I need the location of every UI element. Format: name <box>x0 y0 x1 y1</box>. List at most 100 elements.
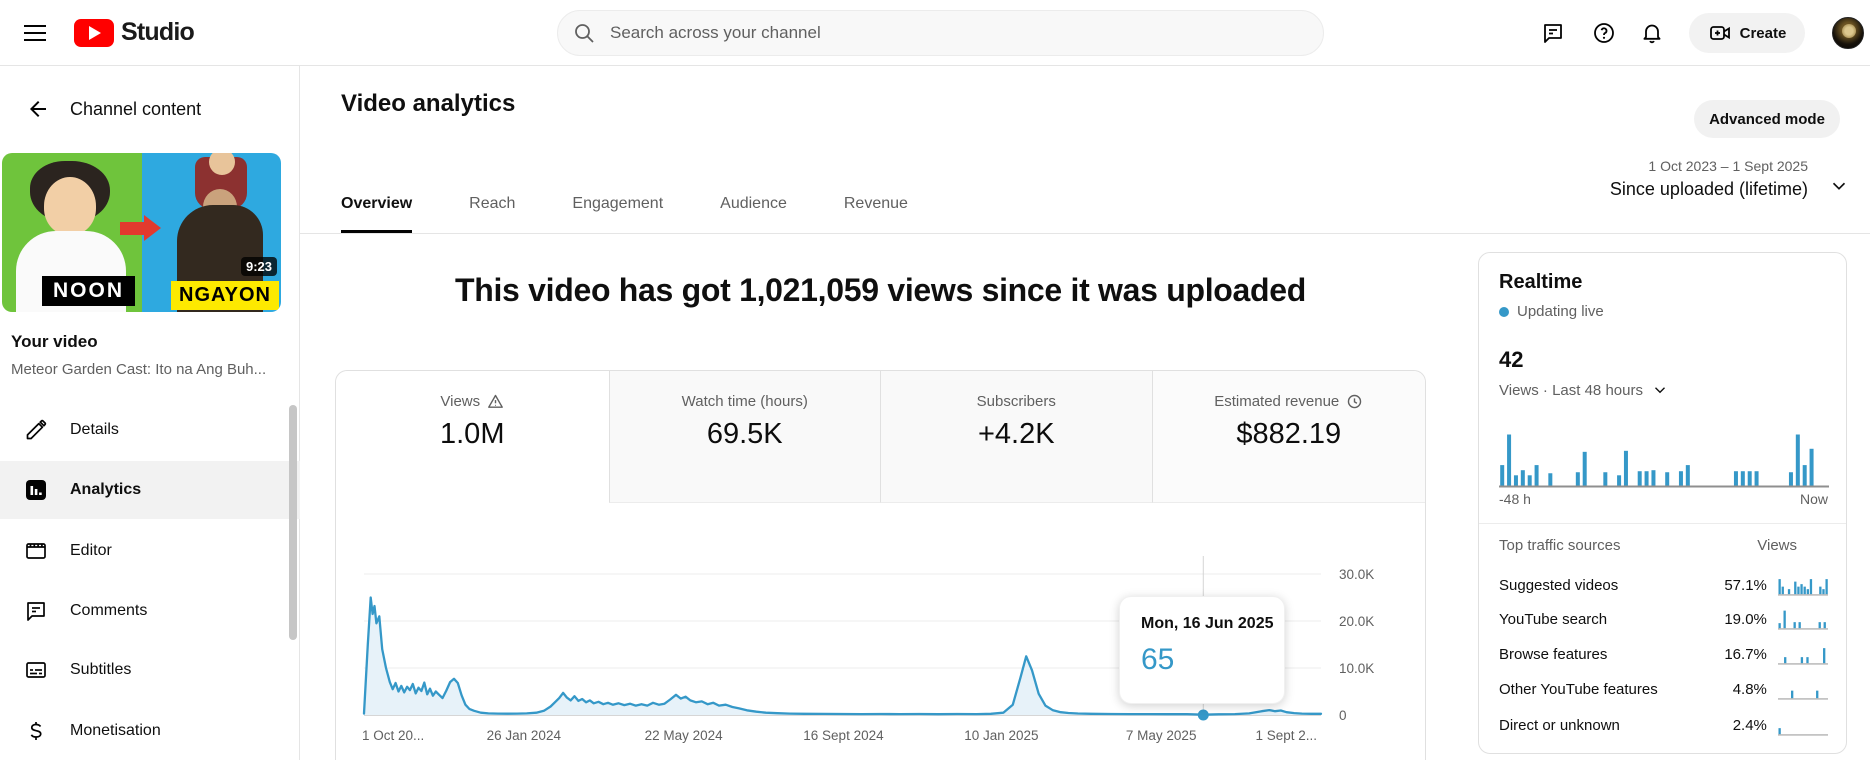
chevron-down-icon[interactable] <box>1828 175 1850 197</box>
traffic-header-views: Views <box>1757 537 1797 554</box>
metric-cards-row: Views 1.0M Watch time (hours) 69.5K Subs… <box>336 371 1425 503</box>
warning-icon <box>488 394 504 408</box>
traffic-sparkline <box>1777 728 1828 736</box>
metric-value: 69.5K <box>706 418 783 450</box>
svg-text:26 Jan 2024: 26 Jan 2024 <box>487 728 562 743</box>
advanced-mode-button[interactable]: Advanced mode <box>1694 100 1840 138</box>
sidebar-item-label: Editor <box>70 542 112 559</box>
tab-reach[interactable]: Reach <box>469 195 516 212</box>
metric-card-estimated-revenue[interactable]: Estimated revenue $882.19 <box>1151 371 1425 503</box>
search-bar[interactable] <box>557 10 1324 56</box>
sidebar-item-monetisation[interactable]: Monetisation <box>0 702 300 760</box>
realtime-card: Realtime Updating live 42 Views · Last 4… <box>1478 252 1847 754</box>
sidebar-item-editor[interactable]: Editor <box>0 522 300 580</box>
analytics-card: Views 1.0M Watch time (hours) 69.5K Subs… <box>335 370 1426 760</box>
traffic-row-suggested-videos: Suggested videos 57.1% <box>1499 571 1828 599</box>
traffic-row-other-features: Other YouTube features 4.8% <box>1499 675 1828 703</box>
create-button-label: Create <box>1739 24 1787 42</box>
back-title: Channel content <box>70 98 202 119</box>
tab-revenue[interactable]: Revenue <box>843 195 908 212</box>
create-button[interactable]: Create <box>1689 13 1805 53</box>
sidebar-item-label: Details <box>70 421 119 438</box>
tab-engagement[interactable]: Engagement <box>572 195 664 212</box>
search-input[interactable] <box>610 23 1250 43</box>
traffic-sources-header: Top traffic sources Views <box>1499 537 1797 554</box>
chevron-down-icon <box>1654 387 1665 394</box>
live-dot-icon <box>1499 306 1509 317</box>
traffic-sparkline <box>1777 579 1828 596</box>
metric-card-views[interactable]: Views 1.0M <box>336 371 609 503</box>
date-mode-text: Since uploaded (lifetime) <box>1609 179 1808 199</box>
studio-logo-text: Studio <box>121 18 195 46</box>
editor-icon <box>26 543 46 559</box>
traffic-row-youtube-search: YouTube search 19.0% <box>1499 605 1828 633</box>
feedback-icon[interactable] <box>1541 21 1565 45</box>
metric-card-watch-time[interactable]: Watch time (hours) 69.5K <box>608 371 880 503</box>
sidebar-item-label: Subtitles <box>70 661 132 678</box>
traffic-sparkline <box>1777 648 1828 665</box>
thumbnail-label-ngayon: NGAYON <box>171 281 279 310</box>
monetisation-icon <box>30 722 42 740</box>
svg-text:0: 0 <box>1339 708 1347 723</box>
updating-live-row: Updating live <box>1499 303 1604 320</box>
realtime-caption[interactable]: Views · Last 48 hours <box>1499 381 1669 399</box>
realtime-divider <box>1479 523 1846 524</box>
axis-right-label: Now <box>1799 491 1828 507</box>
sidebar-item-details[interactable]: Details <box>0 401 300 459</box>
sidebar-item-label: Monetisation <box>70 722 161 739</box>
traffic-row-direct-unknown: Direct or unknown 2.4% <box>1499 711 1828 739</box>
views-line-chart: 30.0K 20.0K 10.0K 0 1 Oct 20... 26 Jan 2024 22… <box>362 556 1374 743</box>
notifications-bell-icon[interactable] <box>1640 21 1664 45</box>
help-icon[interactable] <box>1592 21 1616 45</box>
pencil-icon <box>26 419 47 440</box>
video-duration-badge: 9:23 <box>240 257 277 276</box>
svg-text:1 Oct 20...: 1 Oct 20... <box>362 728 424 743</box>
analytics-icon <box>26 480 46 500</box>
thumbnail-label-noon: NOON <box>42 276 135 306</box>
video-title: Meteor Garden Cast: Ito na Ang Buh... <box>11 361 267 378</box>
sidebar: Channel content NOON NGAYON 9:23 Your vi… <box>0 66 300 760</box>
realtime-title: Realtime <box>1499 271 1583 293</box>
svg-text:7 May 2025: 7 May 2025 <box>1126 728 1197 743</box>
youtube-studio-logo[interactable]: Studio <box>74 18 195 47</box>
subtitles-icon <box>26 662 46 678</box>
comments-icon <box>27 602 45 621</box>
metric-value: +4.2K <box>977 418 1055 450</box>
metric-card-subscribers[interactable]: Subscribers +4.2K <box>880 371 1152 503</box>
svg-text:30.0K: 30.0K <box>1339 567 1374 582</box>
svg-text:20.0K: 20.0K <box>1339 614 1374 629</box>
metric-value: $882.19 <box>1236 418 1342 450</box>
page-title: Video analytics <box>341 90 516 117</box>
channel-avatar[interactable] <box>1832 17 1864 49</box>
date-range-picker[interactable]: 1 Oct 2023 – 1 Sept 2025 Since uploaded … <box>1610 158 1808 200</box>
svg-text:10 Jan 2025: 10 Jan 2025 <box>964 728 1038 743</box>
video-thumbnail: NOON NGAYON 9:23 <box>2 153 281 312</box>
create-video-icon <box>1709 26 1730 40</box>
traffic-sparkline <box>1777 690 1828 700</box>
traffic-sparkline <box>1777 610 1828 630</box>
svg-text:22 May 2024: 22 May 2024 <box>645 728 724 743</box>
tooltip-value: 65 <box>1141 643 1175 676</box>
youtube-play-icon <box>74 18 114 47</box>
back-arrow-icon[interactable] <box>26 97 50 121</box>
hamburger-menu-icon[interactable] <box>22 21 48 45</box>
back-row: Channel content <box>0 94 201 124</box>
date-range-text: 1 Oct 2023 – 1 Sept 2025 <box>1648 158 1808 174</box>
sidebar-item-subtitles[interactable]: Subtitles <box>0 641 300 699</box>
sidebar-item-analytics[interactable]: Analytics <box>0 461 300 519</box>
clock-icon <box>1348 394 1362 409</box>
metric-label: Watch time (hours) <box>681 393 808 410</box>
metric-label: Estimated revenue <box>1214 393 1340 410</box>
metric-label: Views <box>440 393 481 410</box>
sidebar-item-label: Comments <box>70 602 148 619</box>
tab-audience[interactable]: Audience <box>720 195 787 212</box>
views-headline: This video has got 1,021,059 views since… <box>454 272 1307 308</box>
tab-overview[interactable]: Overview <box>341 176 413 233</box>
svg-text:16 Sept 2024: 16 Sept 2024 <box>803 728 884 743</box>
your-video-label: Your video <box>11 332 98 351</box>
sidebar-scrollbar[interactable] <box>289 405 297 640</box>
sidebar-item-comments[interactable]: Comments <box>0 582 300 640</box>
realtime-axis-labels: -48 h Now <box>1499 491 1828 507</box>
metric-label: Subscribers <box>976 393 1056 410</box>
metric-value: 1.0M <box>440 418 505 450</box>
